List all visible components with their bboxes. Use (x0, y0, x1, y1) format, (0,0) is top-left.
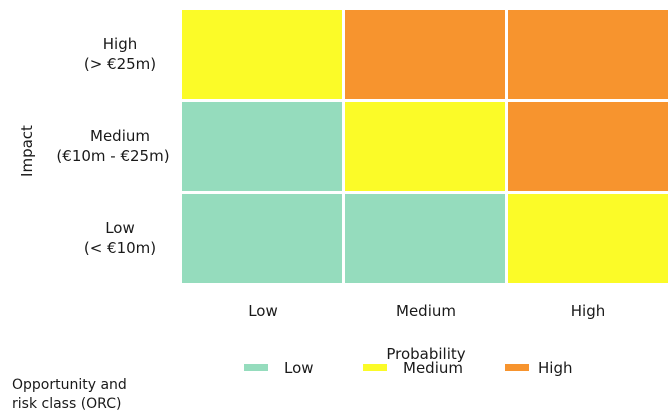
matrix-cell-impact-low-probability-high (508, 194, 668, 283)
matrix-cell-impact-high-probability-medium (345, 10, 505, 99)
x-tick-label-low: Low (248, 302, 278, 320)
y-axis-title: Impact (18, 125, 36, 177)
y-tick-label-high: High (102, 35, 138, 53)
matrix-cell-impact-high-probability-high (508, 10, 668, 99)
y-tick-range-high: (> €25m) (83, 55, 157, 73)
matrix-cell-impact-low-probability-low (182, 194, 342, 283)
legend-label-high: High (538, 359, 573, 377)
x-tick-label-high: High (570, 302, 606, 320)
matrix-cell-impact-medium-probability-high (508, 102, 668, 191)
matrix-cell-impact-high-probability-low (182, 10, 342, 99)
y-tick-label-medium: Medium (90, 127, 150, 145)
legend-title-line2: risk class (ORC) (12, 396, 122, 412)
matrix-cell-impact-low-probability-medium (345, 194, 505, 283)
y-tick-label-low: Low (105, 219, 135, 237)
y-tick-range-medium: (€10m - €25m) (56, 147, 170, 165)
legend-swatch-medium (363, 364, 387, 371)
legend-swatch-low (244, 364, 268, 371)
matrix-cell-impact-medium-probability-low (182, 102, 342, 191)
x-tick-label-medium: Medium (396, 302, 456, 320)
legend-label-medium: Medium (403, 359, 463, 377)
risk-matrix (182, 10, 668, 283)
matrix-cell-impact-medium-probability-medium (345, 102, 505, 191)
legend-swatch-high (505, 364, 529, 371)
x-axis-title: Probability (386, 345, 466, 363)
legend-title-line1: Opportunity and (12, 377, 127, 393)
legend-label-low: Low (284, 359, 314, 377)
y-tick-range-low: (< €10m) (83, 239, 157, 257)
